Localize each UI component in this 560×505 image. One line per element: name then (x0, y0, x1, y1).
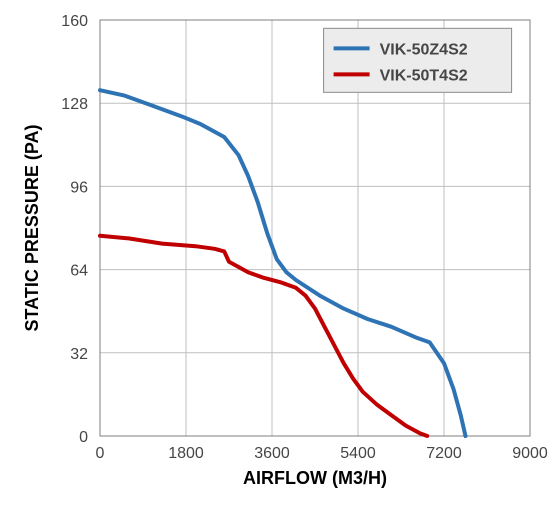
x-axis-label: AIRFLOW (M3/H) (243, 468, 387, 488)
y-tick-label: 32 (70, 346, 88, 363)
y-tick-label: 128 (61, 96, 88, 113)
x-tick-label: 0 (96, 445, 105, 462)
legend-label: VIK-50T4S2 (380, 67, 468, 84)
y-tick-label: 64 (70, 263, 88, 280)
y-tick-label: 96 (70, 179, 88, 196)
y-tick-label: 0 (79, 429, 88, 446)
x-tick-label: 7200 (426, 445, 462, 462)
x-tick-label: 9000 (512, 445, 548, 462)
chart-svg: 0 1800 3600 5400 7200 9000 0 32 64 96 128 160 AIRFLO… (0, 0, 560, 505)
fan-curve-chart: { "chart": { "type": "line", "width": 56… (0, 0, 560, 505)
y-tick-label: 160 (61, 13, 88, 30)
x-tick-label: 5400 (340, 445, 376, 462)
x-tick-label: 1800 (168, 445, 204, 462)
y-axis-label: STATIC PRESSURE (PA) (22, 124, 42, 331)
x-tick-label: 3600 (254, 445, 290, 462)
legend-label: VIK-50Z4S2 (380, 41, 468, 58)
